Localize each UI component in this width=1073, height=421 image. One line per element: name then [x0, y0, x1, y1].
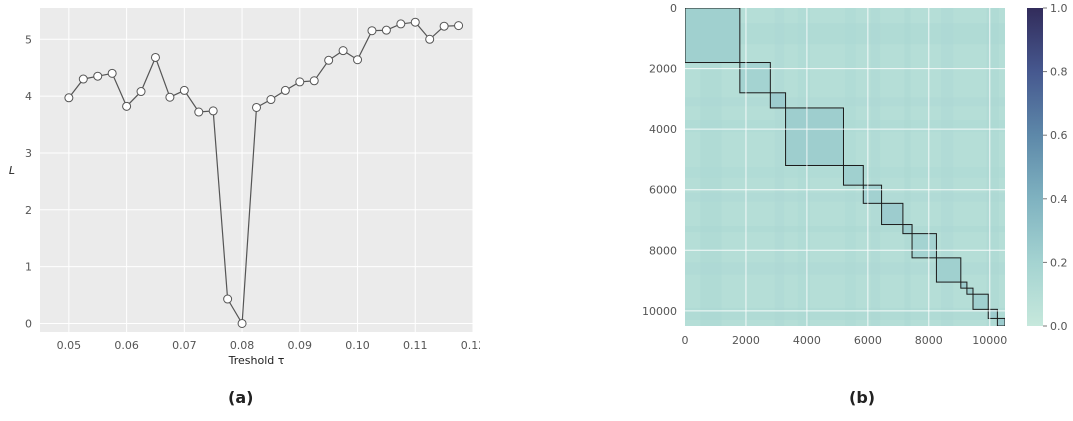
x-tick-label: 0.11: [403, 339, 428, 352]
data-point: [338, 46, 348, 56]
heatmap-row-band: [685, 226, 1005, 233]
data-point: [280, 85, 290, 95]
data-point: [107, 68, 117, 78]
x-axis-label: Treshold τ: [228, 354, 285, 367]
data-point: [237, 318, 247, 328]
data-point: [381, 25, 391, 35]
line-chart: 0.05 0.06 0.07 0.08 0.09 0.10 0.11 0.12 0 1 2 3 4 5 Tr…: [9, 8, 485, 367]
data-point: [324, 55, 334, 65]
data-point: [165, 92, 175, 102]
data-point: [439, 21, 449, 31]
x-tick-label: 0.12: [461, 339, 480, 352]
diagonal-block: [987, 308, 998, 319]
heatmap-row-band: [685, 307, 1005, 320]
heatmap-row-band: [685, 262, 1005, 275]
heatmap-col-band: [904, 8, 911, 326]
diagonal-block: [739, 62, 771, 94]
y-tick-label: 4000: [649, 123, 677, 136]
diagonal-block: [685, 8, 741, 64]
y-axis-label: L: [9, 164, 15, 177]
data-point: [295, 77, 305, 87]
diagonal-block: [769, 92, 787, 109]
heatmap-col-band: [870, 8, 881, 326]
x-tick-label: 0.07: [172, 339, 197, 352]
data-point: [353, 55, 363, 65]
y-tick-label: 1: [25, 261, 32, 274]
diagonal-block: [935, 257, 962, 283]
heatmap-col-band: [774, 8, 785, 326]
caption-a: (a): [228, 388, 254, 407]
heatmap-row-band: [685, 23, 1005, 45]
colorbar: [1027, 8, 1043, 326]
data-point: [78, 74, 88, 84]
data-point: [136, 87, 146, 97]
heatmap-col-band: [941, 8, 954, 326]
heatmap-col-band: [986, 8, 999, 326]
y-tick-label: 3: [25, 147, 32, 160]
data-point: [64, 93, 74, 103]
series-line: [68, 21, 459, 326]
data-point: [396, 19, 406, 29]
x-tick-label: 0.06: [114, 339, 139, 352]
y-tick-label: 0: [670, 2, 677, 15]
x-tick-label: 0.05: [57, 339, 82, 352]
line-chart-panel: 0.05 0.06 0.07 0.08 0.09 0.10 0.11 0.12 0 1 2 3 4 5 Tr…: [0, 0, 485, 417]
heatmap-cells: [685, 8, 1005, 326]
x-tick-label: 2000: [732, 334, 760, 347]
x-tick-label: 0.09: [288, 339, 313, 352]
colorbar-tick-label: 0.4: [1050, 193, 1068, 206]
x-tick-label: 8000: [915, 334, 943, 347]
data-point: [367, 26, 377, 36]
x-tick-label: 4000: [793, 334, 821, 347]
x-tick-label: 6000: [854, 334, 882, 347]
y-tick-label: 10000: [642, 305, 677, 318]
data-point: [93, 71, 103, 81]
data-point: [223, 294, 233, 304]
diagonal-block: [785, 107, 844, 166]
diagonal-block: [842, 164, 864, 186]
colorbar-tick-label: 0.0: [1050, 320, 1068, 333]
y-tick-label: 2: [25, 204, 32, 217]
diagonal-block: [996, 317, 1005, 326]
x-tick-label: 10000: [972, 334, 1007, 347]
diagonal-block: [881, 202, 904, 226]
y-tick-label: 5: [25, 33, 32, 46]
diagonal-block: [862, 184, 883, 204]
data-point: [266, 95, 276, 105]
y-tick-label: 8000: [649, 244, 677, 257]
data-point: [150, 52, 160, 62]
y-tick-label: 0: [25, 317, 32, 330]
colorbar-tick-label: 1.0: [1050, 2, 1068, 15]
x-tick-label: 0: [682, 334, 689, 347]
data-point: [208, 106, 218, 116]
x-tick-label: 0.08: [230, 339, 255, 352]
diagonal-block: [966, 287, 974, 295]
y-tick-label: 4: [25, 90, 32, 103]
data-point: [252, 102, 261, 112]
data-point: [410, 17, 420, 27]
colorbar-tick-label: 0.8: [1050, 66, 1068, 79]
y-tick-label: 2000: [649, 63, 677, 76]
data-point: [309, 76, 319, 86]
data-point: [194, 107, 204, 117]
data-point: [425, 34, 435, 44]
heatmap-col-band: [700, 8, 722, 326]
colorbar-tick-label: 0.2: [1050, 256, 1068, 269]
diagonal-block: [960, 281, 968, 289]
data-point: [122, 101, 132, 111]
plot-background: [40, 8, 473, 332]
diagonal-block: [911, 233, 937, 259]
caption-b: (b): [849, 388, 876, 407]
colorbar-tick-label: 0.6: [1050, 129, 1068, 142]
x-tick-label: 0.10: [345, 339, 370, 352]
heatmap-panel: 0 2000 4000 6000 8000 10000 0 2000 4000 6000 8000 1…: [620, 0, 1073, 417]
heatmap-chart: 0 2000 4000 6000 8000 10000 0 2000 4000 6000 8000 1…: [642, 2, 1068, 347]
heatmap-row-band: [685, 192, 1005, 202]
data-point: [179, 85, 189, 95]
y-tick-label: 6000: [649, 184, 677, 197]
diagonal-block: [972, 293, 989, 310]
diagonal-block: [902, 224, 913, 235]
data-point: [454, 21, 464, 31]
heatmap-row-band: [685, 97, 1005, 107]
